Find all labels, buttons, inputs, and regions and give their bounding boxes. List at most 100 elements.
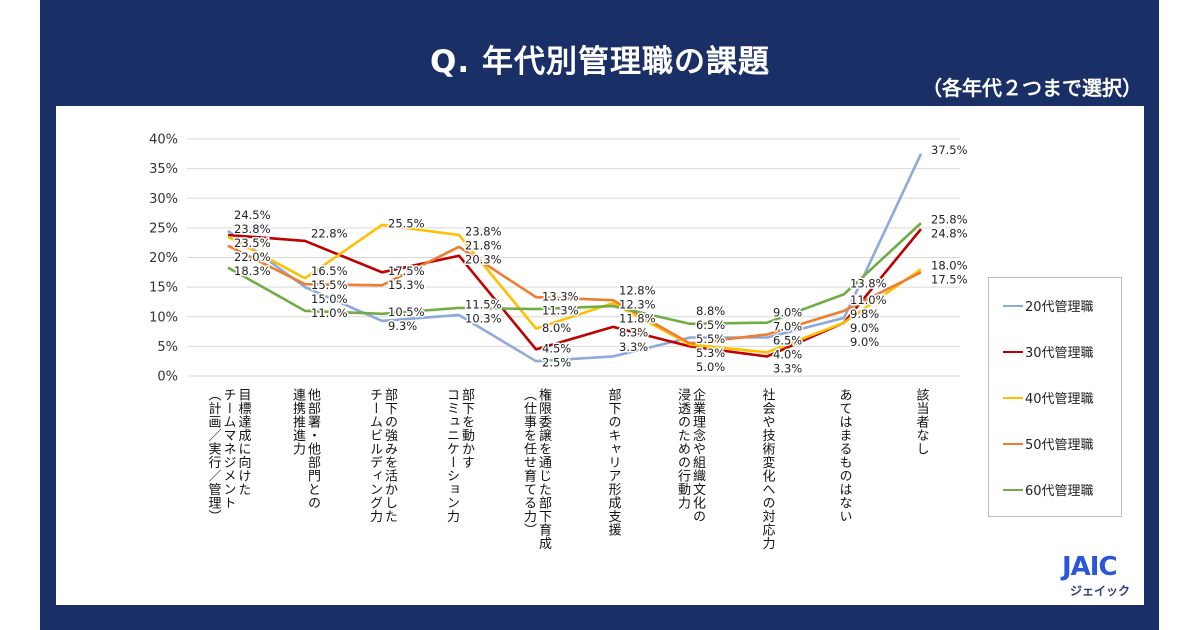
data-label: 23.8% bbox=[465, 225, 502, 239]
data-label: 5.3% bbox=[696, 346, 725, 360]
legend-label: 20代管理職 bbox=[1025, 300, 1094, 315]
legend-item: 40代管理職 bbox=[1003, 388, 1094, 407]
legend-swatch bbox=[1003, 396, 1023, 399]
series-group bbox=[227, 153, 923, 363]
x-category-label: 部下を動かす コミュニケーション力 bbox=[444, 388, 474, 523]
legend-label: 30代管理職 bbox=[1025, 346, 1094, 361]
y-tick-label: 40% bbox=[149, 133, 178, 148]
data-label: 23.8% bbox=[234, 222, 271, 236]
data-label: 8.3% bbox=[619, 325, 648, 339]
data-label: 11.0% bbox=[311, 306, 348, 320]
legend-item: 30代管理職 bbox=[1003, 342, 1094, 361]
data-label: 11.5% bbox=[465, 298, 502, 312]
x-category-label: 社会や技術変化への対応力 bbox=[759, 388, 775, 550]
x-category-label: 該当者なし bbox=[913, 388, 929, 456]
x-category-label: 目標達成に向けた チームマネジメント （計画／実行／管理） bbox=[205, 388, 251, 523]
data-label: 9.0% bbox=[850, 335, 879, 349]
data-label: 18.3% bbox=[234, 264, 271, 278]
y-tick-label: 5% bbox=[157, 340, 178, 355]
data-label: 15.0% bbox=[311, 292, 348, 306]
series-line-40代管理職 bbox=[227, 223, 922, 354]
data-label: 11.3% bbox=[542, 303, 579, 317]
y-tick-label: 35% bbox=[149, 162, 178, 177]
data-label: 6.5% bbox=[773, 334, 802, 348]
series-line-50代管理職 bbox=[227, 244, 922, 345]
data-label: 25.8% bbox=[931, 212, 968, 226]
series-line-60代管理職 bbox=[227, 222, 922, 326]
data-label: 12.8% bbox=[619, 283, 656, 297]
data-label: 2.5% bbox=[542, 356, 571, 370]
data-label: 5.5% bbox=[696, 332, 725, 346]
x-category-label: 部下の強みを活かした チームビルディング力 bbox=[367, 388, 397, 523]
data-label: 23.5% bbox=[234, 236, 271, 250]
data-label: 16.5% bbox=[311, 264, 348, 278]
logo-kana: ジェイック bbox=[1070, 584, 1131, 598]
y-axis-group: 0% 5% 10% 15% 20% 25% 30% 35% 40% bbox=[149, 133, 178, 385]
page-subtitle: （各年代２つまで選択） bbox=[922, 76, 1142, 100]
data-label: 10.3% bbox=[465, 312, 502, 326]
data-label-group: 24.5%23.8%23.5%22.0%18.3%22.8%16.5%15.5%… bbox=[233, 142, 970, 378]
legend-swatch bbox=[1003, 350, 1023, 353]
x-category-label: 他部署・他部門との 連携推進力 bbox=[290, 388, 320, 510]
data-label: 9.0% bbox=[773, 306, 802, 320]
data-label: 15.5% bbox=[311, 278, 348, 292]
page-title: Q. 年代別管理職の課題 bbox=[430, 44, 770, 80]
data-label: 25.5% bbox=[388, 216, 425, 230]
legend-label: 60代管理職 bbox=[1025, 484, 1094, 499]
data-label: 18.0% bbox=[931, 259, 968, 273]
legend-label: 40代管理職 bbox=[1025, 392, 1094, 407]
data-label: 17.5% bbox=[931, 273, 968, 287]
data-label: 9.8% bbox=[850, 307, 879, 321]
data-label: 6.5% bbox=[696, 318, 725, 332]
logo-text: JAIC bbox=[1062, 552, 1118, 582]
y-tick-label: 25% bbox=[149, 221, 178, 236]
y-tick-label: 0% bbox=[157, 370, 178, 385]
x-category-label: 企業理念や組織文化の 浸透のための行動力 bbox=[675, 388, 705, 523]
data-label: 24.8% bbox=[931, 226, 968, 240]
legend-swatch bbox=[1003, 304, 1023, 307]
y-tick-label: 15% bbox=[149, 281, 178, 296]
grid-group bbox=[187, 138, 960, 377]
data-label: 4.0% bbox=[773, 348, 802, 362]
data-label: 12.3% bbox=[619, 297, 656, 311]
legend: 20代管理職 30代管理職 40代管理職 50代管理職 60代管理職 bbox=[988, 277, 1122, 517]
data-label: 24.5% bbox=[234, 208, 271, 222]
data-label: 4.5% bbox=[542, 342, 571, 356]
data-label: 21.8% bbox=[465, 239, 502, 253]
y-tick-label: 20% bbox=[149, 251, 178, 266]
data-label: 22.0% bbox=[234, 250, 271, 264]
series-line-30代管理職 bbox=[227, 228, 923, 358]
data-label: 9.3% bbox=[388, 319, 417, 333]
data-label: 20.3% bbox=[465, 253, 502, 267]
y-tick-label: 10% bbox=[149, 310, 178, 325]
x-category-label: あてはまるものはない bbox=[836, 388, 852, 523]
legend-item: 60代管理職 bbox=[1003, 480, 1094, 499]
data-label: 3.3% bbox=[773, 362, 802, 376]
data-label: 22.8% bbox=[311, 227, 348, 241]
y-tick-label: 30% bbox=[149, 192, 178, 207]
legend-label: 50代管理職 bbox=[1025, 438, 1094, 453]
legend-swatch bbox=[1003, 442, 1023, 445]
data-label: 11.0% bbox=[850, 293, 887, 307]
data-label: 3.3% bbox=[619, 340, 648, 354]
data-label: 8.0% bbox=[542, 321, 571, 335]
data-label: 37.5% bbox=[931, 143, 968, 157]
data-label: 10.5% bbox=[388, 305, 425, 319]
data-label: 7.0% bbox=[773, 320, 802, 334]
data-label: 8.8% bbox=[696, 304, 725, 318]
chart-panel bbox=[56, 106, 1144, 605]
legend-item: 20代管理職 bbox=[1003, 296, 1094, 315]
jaic-logo: JAIC ジェイック bbox=[1062, 552, 1142, 602]
x-category-label: 部下のキャリア形成支援 bbox=[605, 388, 621, 537]
data-label: 13.8% bbox=[850, 277, 887, 291]
data-label: 13.3% bbox=[542, 289, 579, 303]
data-label: 11.8% bbox=[619, 311, 656, 325]
data-label: 15.3% bbox=[388, 278, 425, 292]
legend-swatch bbox=[1003, 488, 1023, 491]
series-line-20代管理職 bbox=[227, 153, 923, 363]
data-label: 17.5% bbox=[388, 264, 425, 278]
x-category-label: 権限委譲を通じた部下育成 （仕事を任せ育てる力） bbox=[521, 388, 551, 550]
data-label: 9.0% bbox=[850, 321, 879, 335]
legend-item: 50代管理職 bbox=[1003, 434, 1094, 453]
